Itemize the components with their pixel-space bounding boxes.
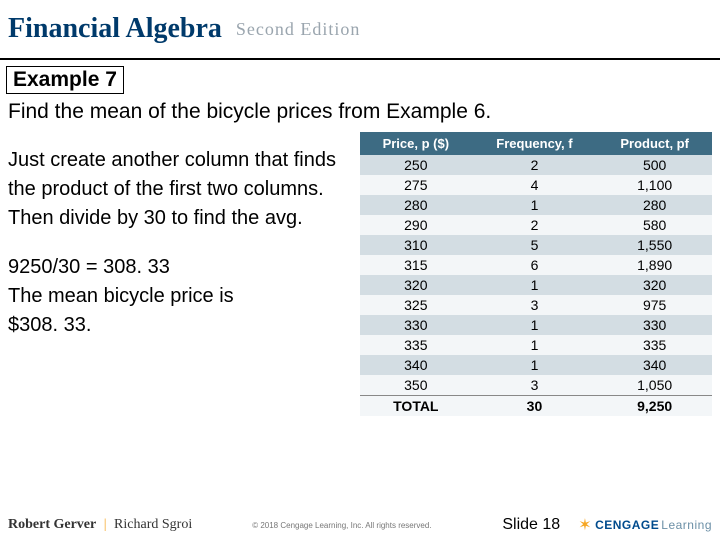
- table-cell: 340: [597, 355, 712, 375]
- table-row: 3401340: [360, 355, 712, 375]
- total-product: 9,250: [597, 396, 712, 417]
- col-header-frequency: Frequency, f: [472, 132, 598, 155]
- book-edition: Second Edition: [236, 19, 361, 40]
- calc-expression: 9250/30 = 308. 33: [8, 253, 348, 282]
- table-cell: 1: [472, 335, 598, 355]
- frequency-table-wrap: Price, p ($) Frequency, f Product, pf 25…: [360, 132, 712, 416]
- col-header-product: Product, pf: [597, 132, 712, 155]
- table-cell: 350: [360, 375, 472, 396]
- table-cell: 1,890: [597, 255, 712, 275]
- table-cell: 2: [472, 155, 598, 175]
- table-cell: 340: [360, 355, 472, 375]
- table-cell: 4: [472, 175, 598, 195]
- table-cell: 1,550: [597, 235, 712, 255]
- table-cell: 1,050: [597, 375, 712, 396]
- explanation-text: Just create another column that finds th…: [8, 146, 348, 233]
- table-row: 3253975: [360, 295, 712, 315]
- table-cell: 330: [597, 315, 712, 335]
- table-cell: 320: [360, 275, 472, 295]
- table-row: 2801280: [360, 195, 712, 215]
- table-row: 31051,550: [360, 235, 712, 255]
- table-cell: 5: [472, 235, 598, 255]
- table-cell: 2: [472, 215, 598, 235]
- table-cell: 310: [360, 235, 472, 255]
- cengage-logo: ✶ CENGAGE Learning: [578, 515, 712, 535]
- table-cell: 1: [472, 355, 598, 375]
- author-2: Richard Sgroi: [114, 517, 192, 532]
- book-title: Financial Algebra: [8, 13, 222, 45]
- table-row: 3201320: [360, 275, 712, 295]
- table-cell: 335: [360, 335, 472, 355]
- example-label: Example 7: [6, 66, 124, 94]
- table-cell: 275: [360, 175, 472, 195]
- table-cell: 280: [597, 195, 712, 215]
- table-cell: 320: [597, 275, 712, 295]
- table-cell: 1,100: [597, 175, 712, 195]
- content-area: Just create another column that finds th…: [0, 126, 720, 416]
- table-cell: 3: [472, 375, 598, 396]
- table-cell: 290: [360, 215, 472, 235]
- total-frequency: 30: [472, 396, 598, 417]
- table-total-row: TOTAL309,250: [360, 396, 712, 417]
- example-prompt: Find the mean of the bicycle prices from…: [0, 94, 720, 126]
- authors: Robert Gerver | Richard Sgroi: [8, 517, 192, 533]
- table-cell: 1: [472, 195, 598, 215]
- calculation-block: 9250/30 = 308. 33 The mean bicycle price…: [8, 253, 348, 340]
- table-cell: 975: [597, 295, 712, 315]
- table-row: 2902580: [360, 215, 712, 235]
- table-cell: 3: [472, 295, 598, 315]
- table-cell: 280: [360, 195, 472, 215]
- result-line-1: The mean bicycle price is: [8, 282, 348, 311]
- table-row: 3351335: [360, 335, 712, 355]
- table-cell: 1: [472, 275, 598, 295]
- cengage-word-2: Learning: [661, 518, 712, 532]
- author-1: Robert Gerver: [8, 517, 96, 532]
- slide-footer: Robert Gerver | Richard Sgroi © 2018 Cen…: [0, 510, 720, 540]
- table-cell: 1: [472, 315, 598, 335]
- table-row: 3301330: [360, 315, 712, 335]
- book-header: Financial Algebra Second Edition: [0, 0, 720, 60]
- table-cell: 335: [597, 335, 712, 355]
- cengage-word-1: CENGAGE: [595, 518, 659, 532]
- explanation-column: Just create another column that finds th…: [8, 132, 348, 416]
- table-cell: 580: [597, 215, 712, 235]
- table-cell: 500: [597, 155, 712, 175]
- table-cell: 330: [360, 315, 472, 335]
- author-separator: |: [104, 517, 107, 532]
- table-cell: 325: [360, 295, 472, 315]
- table-cell: 250: [360, 155, 472, 175]
- table-row: 27541,100: [360, 175, 712, 195]
- table-row: 35031,050: [360, 375, 712, 396]
- col-header-price: Price, p ($): [360, 132, 472, 155]
- table-cell: 315: [360, 255, 472, 275]
- frequency-table: Price, p ($) Frequency, f Product, pf 25…: [360, 132, 712, 416]
- copyright-text: © 2018 Cengage Learning, Inc. All rights…: [252, 521, 431, 530]
- table-row: 2502500: [360, 155, 712, 175]
- total-label: TOTAL: [360, 396, 472, 417]
- table-header-row: Price, p ($) Frequency, f Product, pf: [360, 132, 712, 155]
- star-icon: ✶: [578, 515, 592, 535]
- table-row: 31561,890: [360, 255, 712, 275]
- slide-number: Slide 18: [502, 516, 560, 534]
- table-cell: 6: [472, 255, 598, 275]
- result-line-2: $308. 33.: [8, 311, 348, 340]
